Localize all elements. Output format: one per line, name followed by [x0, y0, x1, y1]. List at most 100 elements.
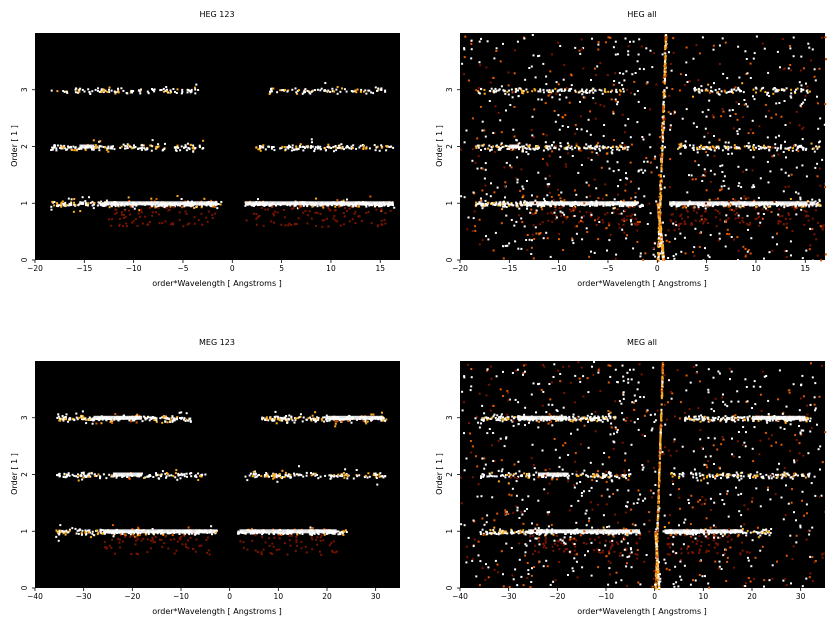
heat-cell	[698, 246, 701, 248]
heat-cell	[143, 477, 145, 479]
heat-cell	[539, 90, 542, 93]
heat-cell	[120, 204, 123, 207]
heat-cell	[811, 228, 814, 231]
heat-cell	[661, 126, 664, 129]
heat-cell	[298, 206, 300, 209]
heat-cell	[772, 88, 775, 91]
heat-cell	[152, 476, 155, 478]
heat-cell	[607, 36, 610, 39]
heat-cell	[518, 207, 521, 210]
heat-cell	[612, 170, 615, 173]
heat-cell	[589, 144, 592, 147]
heat-cell	[615, 91, 618, 94]
heat-cell	[299, 144, 302, 147]
heat-cell	[587, 118, 590, 121]
heat-cell	[658, 213, 661, 215]
heat-cell	[206, 551, 209, 554]
heat-cell	[548, 155, 551, 158]
heat-cell	[663, 80, 666, 83]
heat-cell	[506, 90, 509, 93]
heat-cell	[627, 145, 630, 148]
heat-cell	[124, 144, 127, 147]
x-tick-label: 10	[326, 264, 336, 273]
heat-cell	[771, 155, 774, 158]
heat-cell	[751, 169, 754, 172]
heat-cell	[98, 90, 101, 93]
heat-cell	[272, 475, 275, 477]
heat-cell	[646, 160, 649, 163]
heat-cell	[571, 205, 574, 208]
heat-cell	[128, 419, 131, 422]
heat-cell	[747, 146, 750, 149]
heat-cell	[727, 141, 730, 144]
heat-cell	[139, 215, 142, 218]
heat-cell	[493, 191, 496, 194]
heat-cell	[713, 173, 716, 176]
heat-cell	[122, 89, 125, 92]
heat-cell	[554, 206, 557, 209]
heat-cell	[540, 98, 543, 101]
heat-cell	[492, 145, 494, 148]
heat-cell	[589, 133, 592, 136]
heat-cell	[91, 204, 94, 207]
heat-cell	[319, 536, 322, 539]
heat-cell	[173, 538, 176, 541]
heat-cell	[596, 218, 599, 220]
heat-cell	[513, 135, 516, 138]
heat-cell	[174, 476, 177, 479]
heat-cell	[662, 256, 664, 259]
heat-cell	[668, 241, 671, 243]
heatmap-marks	[460, 34, 827, 262]
heat-cell	[382, 417, 385, 420]
heat-cell	[364, 420, 367, 423]
heat-cell	[548, 145, 551, 148]
heat-cell	[355, 91, 358, 94]
heat-cell	[321, 225, 324, 228]
heat-cell	[347, 146, 349, 149]
heat-cell	[492, 89, 495, 92]
heat-cell	[678, 224, 680, 227]
heat-cell	[180, 536, 182, 539]
heat-cell	[293, 474, 296, 477]
heat-cell	[784, 124, 787, 126]
heat-cell	[336, 220, 339, 223]
heat-cell	[800, 89, 803, 92]
heat-cell	[176, 417, 179, 420]
heat-cell	[633, 93, 636, 96]
heat-cell	[105, 199, 108, 202]
heat-cell	[554, 87, 557, 90]
heat-cell	[260, 145, 263, 148]
heat-cell	[110, 475, 113, 478]
heat-cell	[258, 147, 261, 150]
heat-cell	[342, 472, 345, 474]
heat-cell	[568, 88, 571, 91]
heat-cell	[765, 207, 767, 210]
heat-cell	[172, 475, 175, 478]
heat-cell	[85, 532, 88, 535]
heat-cell	[751, 119, 754, 122]
heat-cell	[88, 529, 90, 532]
heat-cell	[778, 102, 781, 104]
heat-cell	[345, 474, 348, 476]
heat-cell	[574, 205, 577, 208]
heat-cell	[186, 142, 189, 145]
heat-cell	[192, 547, 195, 550]
heat-cell	[74, 146, 77, 149]
heat-cell	[658, 238, 661, 241]
heat-cell	[552, 141, 555, 144]
heat-cell	[295, 223, 298, 225]
heat-cell	[290, 149, 293, 152]
heat-cell	[809, 244, 812, 247]
heat-cell	[81, 201, 84, 204]
heat-cell	[520, 204, 523, 206]
heat-cell	[80, 147, 83, 150]
heat-cell	[753, 98, 756, 101]
heat-cell	[783, 100, 786, 102]
heat-cell	[262, 548, 265, 551]
heat-cell	[789, 95, 792, 98]
heat-cell	[66, 473, 69, 476]
heat-cell	[531, 212, 534, 215]
heat-cell	[598, 88, 601, 91]
heat-cell	[252, 474, 255, 477]
heat-cell	[635, 222, 637, 225]
